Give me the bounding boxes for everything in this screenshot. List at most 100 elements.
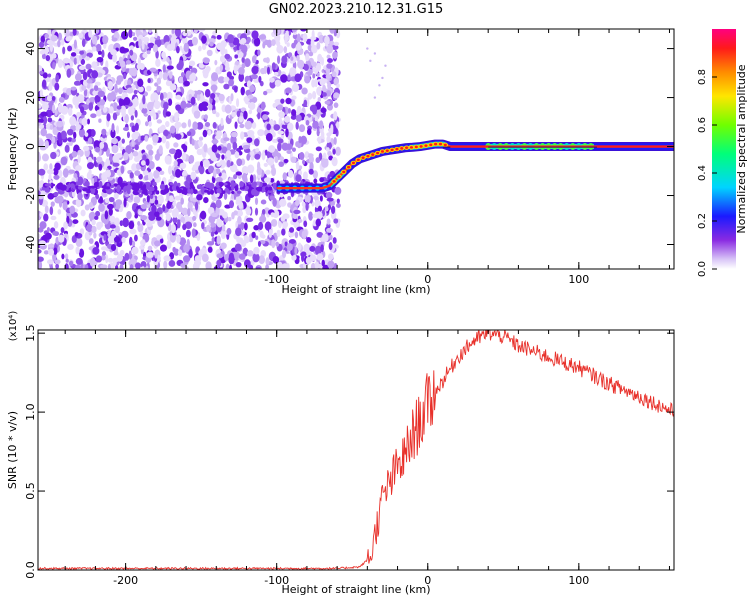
noise-blob	[249, 150, 255, 157]
noise-blob	[140, 160, 146, 166]
noise-blob	[301, 87, 308, 95]
noise-blob	[115, 79, 122, 85]
noise-blob	[329, 234, 333, 241]
noise-blob	[265, 264, 270, 269]
noise-blob	[207, 207, 215, 215]
noise-blob	[263, 90, 268, 96]
noise-blob	[226, 227, 232, 235]
noise-blob	[326, 197, 334, 202]
noise-blob	[314, 78, 318, 88]
noise-blob	[233, 64, 238, 75]
noise-blob	[132, 36, 138, 41]
noise-blob	[78, 65, 86, 71]
noise-blob	[216, 235, 221, 245]
noise-blob	[262, 114, 269, 121]
noise-band-blob	[74, 181, 81, 186]
noise-blob	[88, 168, 92, 177]
noise-blob	[249, 260, 255, 266]
noise-blob	[204, 89, 211, 98]
noise-blob	[268, 228, 273, 238]
noise-blob	[277, 142, 282, 152]
noise-blob	[112, 258, 117, 267]
noise-blob	[232, 37, 240, 46]
noise-blob	[308, 211, 313, 221]
noise-blob	[55, 236, 59, 245]
noise-blob	[321, 233, 329, 243]
noise-band-blob	[261, 182, 268, 187]
noise-blob	[152, 44, 158, 53]
noise-blob	[235, 171, 243, 176]
noise-blob	[319, 177, 325, 183]
noise-blob	[330, 200, 336, 207]
noise-band-blob	[136, 182, 141, 190]
noise-blob	[106, 113, 111, 122]
noise-blob	[316, 253, 324, 261]
noise-blob	[232, 141, 238, 151]
noise-blob	[282, 213, 290, 220]
noise-blob	[66, 128, 74, 136]
noise-blob	[88, 238, 94, 244]
noise-blob	[107, 92, 114, 102]
noise-blob	[238, 67, 245, 75]
noise-band-blob	[218, 181, 224, 187]
noise-blob	[291, 254, 297, 261]
noise-blob	[207, 246, 213, 253]
ridge-peak-core	[366, 154, 370, 158]
noise-blob	[138, 38, 143, 49]
noise-blob	[137, 86, 144, 93]
noise-blob	[101, 49, 105, 59]
noise-blob	[200, 210, 207, 220]
noise-blob	[123, 152, 129, 161]
noise-blob	[203, 197, 209, 204]
noise-blob	[267, 157, 275, 166]
noise-blob	[133, 89, 138, 95]
noise-blob	[57, 209, 62, 215]
noise-blob	[121, 138, 126, 144]
noise-band-blob	[231, 185, 235, 191]
noise-blob	[185, 103, 193, 108]
noise-blob	[144, 174, 150, 181]
noise-blob	[129, 263, 134, 269]
noise-blob	[189, 76, 193, 82]
ridge-peak-core	[346, 165, 351, 169]
noise-blob	[84, 204, 90, 211]
noise-blob	[303, 220, 308, 228]
noise-blob	[248, 264, 254, 269]
ridge-peak-core	[395, 147, 399, 151]
noise-blob	[298, 165, 303, 170]
noise-blob	[111, 137, 118, 145]
noise-blob	[245, 217, 254, 222]
noise-blob	[156, 194, 164, 205]
noise-blob	[302, 171, 308, 181]
noise-blob	[140, 260, 147, 269]
noise-blob	[286, 42, 290, 47]
noise-blob	[163, 255, 171, 262]
noise-blob	[253, 77, 260, 83]
noise-blob	[134, 109, 138, 118]
noise-blob	[286, 149, 292, 155]
noise-blob	[250, 156, 255, 161]
noise-blob	[233, 210, 238, 216]
noise-blob	[128, 29, 133, 38]
noise-blob	[257, 129, 265, 137]
ridge-peak-core	[443, 143, 447, 147]
noise-blob	[108, 197, 115, 203]
noise-blob	[99, 99, 106, 106]
noise-blob	[226, 159, 231, 168]
noise-blob	[105, 158, 110, 166]
noise-blob	[312, 73, 316, 79]
noise-blob	[169, 233, 177, 243]
noise-blob	[107, 236, 116, 244]
noise-blob	[38, 152, 41, 162]
noise-blob	[332, 237, 337, 244]
noise-blob	[166, 191, 170, 202]
noise-blob	[57, 32, 63, 41]
noise-blob	[276, 104, 283, 111]
noise-blob	[164, 155, 172, 165]
ridge-peak-core	[356, 158, 360, 162]
noise-blob	[43, 48, 50, 54]
noise-blob	[50, 151, 57, 160]
noise-blob	[101, 251, 107, 256]
noise-blob	[141, 266, 145, 269]
noise-blob	[216, 259, 222, 268]
